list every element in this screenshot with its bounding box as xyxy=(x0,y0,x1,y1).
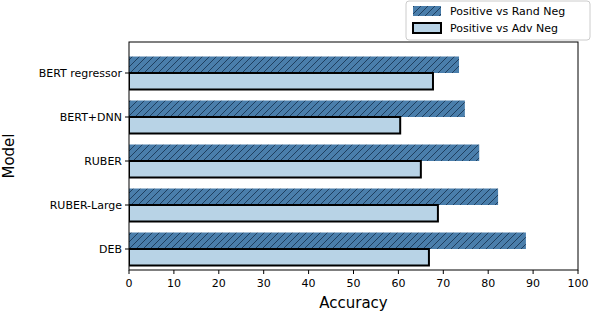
x-tick xyxy=(353,270,354,274)
legend-box xyxy=(406,1,590,40)
x-tick xyxy=(398,270,399,274)
x-tick xyxy=(443,270,444,274)
x-tick-label: 40 xyxy=(302,277,316,290)
bar xyxy=(129,117,400,134)
x-tick-label: 0 xyxy=(126,277,133,290)
legend-swatch xyxy=(413,6,441,16)
x-tick-label: 100 xyxy=(568,277,589,290)
y-tick-label: BERT regressor xyxy=(39,67,123,80)
x-tick-label: 70 xyxy=(436,277,450,290)
chart: 0 10 20 30 40 50 60 70 80 90 100 BERT regressor BERT… xyxy=(0,0,592,312)
x-axis-label: Accuracy xyxy=(319,294,388,312)
axes-frame xyxy=(129,42,578,270)
chart-root: 0 10 20 30 40 50 60 70 80 90 100 BERT regressor BERT… xyxy=(0,0,592,312)
y-tick-label: RUBER xyxy=(84,155,122,168)
x-tick xyxy=(578,270,579,274)
y-tick xyxy=(125,161,129,162)
x-tick xyxy=(263,270,264,274)
bar xyxy=(129,205,438,222)
bar xyxy=(129,73,433,90)
x-tick-label: 60 xyxy=(391,277,405,290)
y-tick xyxy=(125,205,129,206)
y-tick xyxy=(125,117,129,118)
x-tick-label: 90 xyxy=(526,277,540,290)
y-tick-label: DEB xyxy=(99,243,122,256)
y-tick xyxy=(125,73,129,74)
bar xyxy=(129,189,498,206)
x-tick xyxy=(129,270,130,274)
bar xyxy=(129,249,429,266)
bars xyxy=(129,57,526,266)
x-tick xyxy=(533,270,534,274)
y-tick xyxy=(125,249,129,250)
bar xyxy=(129,161,421,178)
x-tick xyxy=(173,270,174,274)
y-axis-label: Model xyxy=(0,133,18,178)
bar xyxy=(129,101,465,118)
legend-label: Positive vs Rand Neg xyxy=(450,5,565,18)
x-tick xyxy=(218,270,219,274)
x-tick-label: 50 xyxy=(347,277,361,290)
x-tick-label: 30 xyxy=(257,277,271,290)
legend-swatch xyxy=(413,23,441,33)
legend: Positive vs Rand Neg Positive vs Adv Neg xyxy=(406,1,590,40)
bar xyxy=(129,145,479,162)
x-tick-label: 80 xyxy=(481,277,495,290)
x-tick xyxy=(488,270,489,274)
bar xyxy=(129,233,526,250)
x-tick-label: 20 xyxy=(212,277,226,290)
legend-label: Positive vs Adv Neg xyxy=(450,22,558,35)
x-tick xyxy=(308,270,309,274)
y-tick-label: BERT+DNN xyxy=(60,111,122,124)
bar xyxy=(129,57,459,74)
y-tick-label: RUBER-Large xyxy=(50,199,123,212)
x-tick-label: 10 xyxy=(167,277,181,290)
